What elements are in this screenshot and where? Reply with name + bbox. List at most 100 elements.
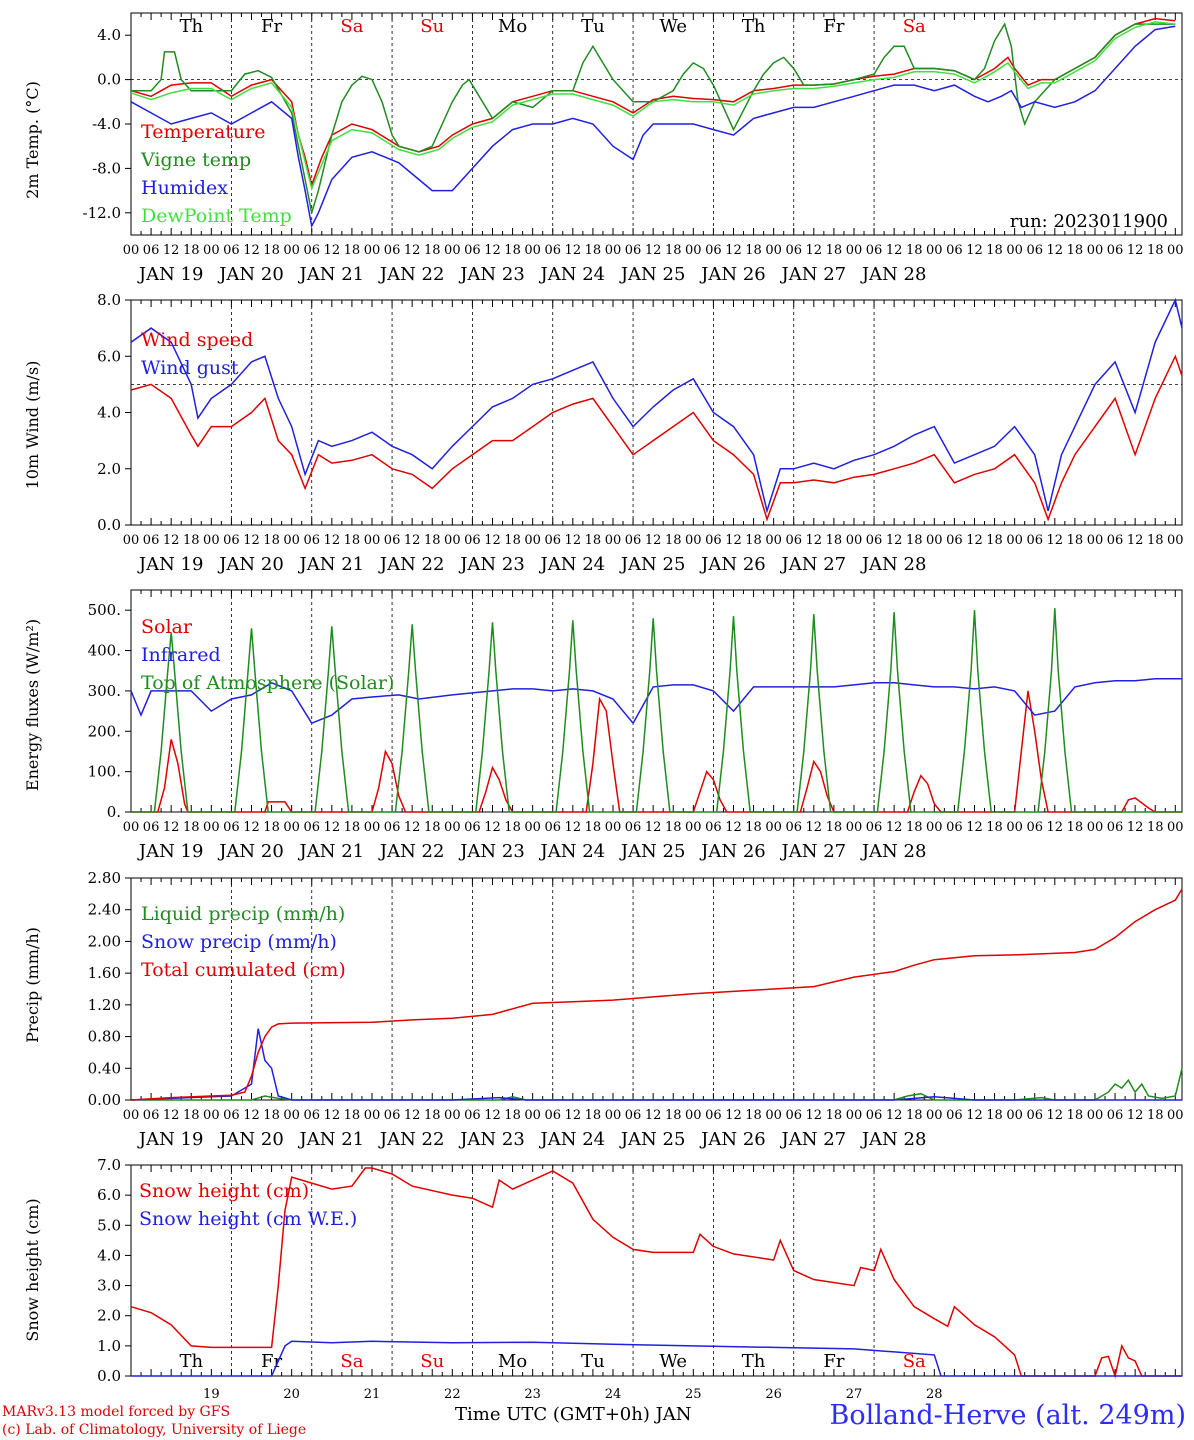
hour-tick-label: 00	[203, 1108, 220, 1123]
hour-tick-label: 12	[1047, 820, 1064, 835]
weekday-label: Th	[179, 16, 203, 37]
hour-tick-label: 12	[484, 533, 501, 548]
hour-tick-label: 18	[665, 533, 682, 548]
hour-tick-label: 06	[785, 820, 802, 835]
hour-tick-label: 06	[866, 1108, 883, 1123]
date-label: JAN 21	[298, 554, 365, 575]
hour-tick-label: 18	[344, 1108, 361, 1123]
hour-tick-label: 06	[785, 243, 802, 258]
hour-tick-label: 00	[524, 243, 541, 258]
day-number-label: 28	[926, 1387, 943, 1402]
hour-tick-label: 00	[926, 1108, 943, 1123]
hour-tick-label: 00	[846, 1108, 863, 1123]
hour-tick-label: 12	[243, 533, 260, 548]
hour-tick-label: 18	[504, 533, 521, 548]
lab-credit: (c) Lab. of Climatology, University of L…	[2, 1422, 307, 1438]
hour-tick-label: 18	[263, 1108, 280, 1123]
y-tick-label: 4.0	[97, 1246, 121, 1264]
y-tick-label: 1.20	[88, 996, 121, 1014]
hour-tick-label: 00	[846, 243, 863, 258]
hour-tick-label: 06	[866, 820, 883, 835]
y-axis-label: Energy fluxes (W/m²)	[23, 619, 42, 791]
series-line	[130, 1167, 1182, 1379]
hour-tick-label: 06	[705, 820, 722, 835]
hour-tick-label: 12	[966, 243, 983, 258]
hour-tick-label: 00	[1167, 820, 1184, 835]
hour-tick-label: 06	[303, 243, 320, 258]
hour-tick-label: 12	[565, 243, 582, 258]
hour-tick-label: 18	[504, 243, 521, 258]
hour-tick-label: 12	[1047, 533, 1064, 548]
hour-tick-label: 18	[424, 1108, 441, 1123]
hour-tick-label: 00	[123, 820, 140, 835]
hour-tick-label: 00	[685, 243, 702, 258]
hour-tick-label: 06	[223, 243, 240, 258]
hour-tick-label: 12	[324, 533, 341, 548]
hour-tick-label: 12	[1127, 820, 1144, 835]
hour-tick-label: 00	[524, 533, 541, 548]
hour-tick-label: 06	[464, 1108, 481, 1123]
hour-tick-label: 00	[1006, 1108, 1023, 1123]
date-label: JAN 20	[217, 264, 284, 285]
hour-tick-label: 18	[424, 243, 441, 258]
date-label: JAN 22	[378, 1129, 445, 1150]
y-tick-label: 3.0	[97, 1277, 121, 1295]
y-axis-label: 10m Wind (m/s)	[23, 361, 42, 490]
hour-tick-label: 12	[1127, 533, 1144, 548]
hour-tick-label: 12	[324, 820, 341, 835]
hour-tick-label: 00	[203, 243, 220, 258]
hour-tick-label: 18	[906, 243, 923, 258]
hour-tick-label: 00	[444, 1108, 461, 1123]
hour-tick-label: 18	[665, 820, 682, 835]
date-label: JAN 24	[539, 841, 606, 862]
hour-tick-label: 06	[866, 243, 883, 258]
date-label: JAN 27	[780, 1129, 847, 1150]
hour-tick-label: 00	[765, 1108, 782, 1123]
y-axis-label: 2m Temp. (°C)	[23, 81, 42, 199]
legend-entry: Solar	[141, 616, 193, 638]
date-label: JAN 27	[780, 264, 847, 285]
y-tick-label: 1.0	[97, 1337, 121, 1355]
day-number-label: 25	[685, 1387, 702, 1402]
hour-tick-label: 00	[605, 1108, 622, 1123]
hour-tick-label: 18	[745, 243, 762, 258]
hour-tick-label: 12	[806, 1108, 823, 1123]
y-axis-label: Precip (mm/h)	[23, 927, 42, 1043]
y-tick-label: 300.	[88, 682, 121, 700]
hour-tick-label: 18	[585, 533, 602, 548]
weekday-label: Fr	[261, 16, 282, 37]
hour-tick-label: 18	[585, 243, 602, 258]
hour-tick-label: 00	[1087, 820, 1104, 835]
date-label: JAN 22	[378, 554, 445, 575]
series-line	[130, 678, 1182, 725]
hour-tick-label: 00	[364, 533, 381, 548]
hour-tick-label: 12	[163, 533, 180, 548]
hour-tick-label: 06	[1107, 1108, 1124, 1123]
y-tick-label: 0.40	[88, 1059, 121, 1077]
legend-entry: Snow height (cm W.E.)	[139, 1208, 357, 1230]
hour-tick-label: 18	[183, 1108, 200, 1123]
weekday-label: Sa	[903, 1351, 926, 1372]
hour-tick-label: 06	[544, 533, 561, 548]
day-number-label: 26	[765, 1387, 782, 1402]
hour-tick-label: 18	[906, 820, 923, 835]
hour-tick-label: 00	[283, 533, 300, 548]
date-label: JAN 26	[699, 264, 766, 285]
date-label: JAN 24	[539, 554, 606, 575]
day-number-label: 24	[605, 1387, 622, 1402]
weekday-label: Tu	[581, 1351, 605, 1372]
legend-entry: Snow precip (mm/h)	[141, 931, 337, 953]
y-tick-label: 500.	[88, 601, 121, 619]
hour-tick-label: 06	[1026, 243, 1043, 258]
hour-tick-label: 12	[565, 820, 582, 835]
date-label: JAN 28	[860, 1129, 927, 1150]
hour-tick-label: 12	[565, 1108, 582, 1123]
y-tick-label: 200.	[88, 722, 121, 740]
date-label: JAN 24	[539, 1129, 606, 1150]
hour-tick-label: 12	[243, 820, 260, 835]
hour-tick-label: 06	[705, 1108, 722, 1123]
hour-tick-label: 00	[1006, 820, 1023, 835]
series-line	[131, 1068, 1183, 1101]
series-line	[130, 297, 1183, 514]
